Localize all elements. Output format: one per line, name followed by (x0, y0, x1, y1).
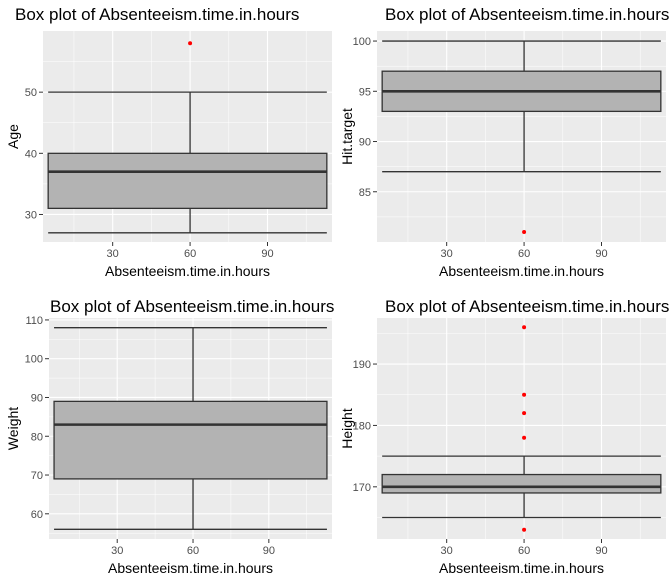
outlier-point (522, 435, 527, 440)
chart-title: Box plot of Absenteeism.time.in.hours (385, 5, 669, 24)
panel-background (377, 31, 666, 242)
box-iqr (47, 152, 328, 210)
box-iqr (381, 473, 662, 494)
x-tick-label: 30 (111, 545, 123, 557)
x-tick-label: 30 (441, 248, 453, 260)
x-axis-title: Absenteeism.time.in.hours (105, 263, 270, 279)
x-tick-label: 30 (107, 248, 119, 260)
x-tick-label: 60 (184, 248, 196, 260)
x-tick-label: 90 (263, 545, 275, 557)
x-tick-label: 90 (595, 545, 607, 557)
y-tick-label: 40 (25, 148, 37, 160)
y-tick-label: 180 (353, 420, 371, 432)
x-tick-label: 90 (595, 248, 607, 260)
y-axis-title: Hit.target (339, 108, 355, 165)
outlier-point (522, 527, 527, 532)
outlier-point (522, 229, 527, 234)
y-axis-title: Weight (5, 407, 21, 450)
y-tick-label: 70 (31, 470, 43, 482)
y-tick-label: 50 (25, 87, 37, 99)
y-tick-label: 170 (353, 482, 371, 494)
x-tick-label: 30 (441, 545, 453, 557)
outlier-point (522, 392, 527, 397)
y-tick-label: 90 (31, 392, 43, 404)
y-tick-label: 80 (31, 431, 43, 443)
y-tick-label: 110 (25, 315, 43, 327)
chart-title: Box plot of Absenteeism.time.in.hours (385, 297, 669, 316)
y-tick-label: 190 (353, 359, 371, 371)
y-tick-label: 95 (359, 86, 371, 98)
outlier-point (522, 325, 527, 330)
outlier-point (188, 41, 193, 46)
boxplot-panel-3: 30 60 90 60 70 80 90 100 110 Absenteeism.time.in.… (5, 297, 334, 576)
x-axis-title: Absenteeism.time.in.hours (439, 560, 604, 576)
y-tick-label: 100 (353, 36, 371, 48)
x-tick-label: 60 (518, 545, 530, 557)
x-axis-title: Absenteeism.time.in.hours (108, 560, 273, 576)
outlier-point (522, 411, 527, 416)
boxplot-panel-4: 30 60 90 170 180 190 Absenteeism.time.in.hours… (339, 297, 669, 576)
y-axis-title: Height (339, 408, 355, 449)
y-tick-label: 30 (25, 209, 37, 221)
x-tick-label: 60 (518, 248, 530, 260)
boxplot-panel-1: 30 60 90 30 40 50 Absenteeism.time.in.hours Age… (5, 5, 332, 279)
x-tick-label: 60 (187, 545, 199, 557)
chart-title: Box plot of Absenteeism.time.in.hours (50, 297, 334, 316)
x-tick-label: 90 (261, 248, 273, 260)
y-axis-title: Age (5, 124, 21, 149)
y-tick-label: 60 (31, 509, 43, 521)
y-tick-label: 85 (359, 187, 371, 199)
x-axis-title: Absenteeism.time.in.hours (439, 263, 604, 279)
y-tick-label: 100 (25, 354, 43, 366)
panel-background (377, 318, 666, 539)
boxplot-panel-2: 30 60 90 85 90 95 100 Absenteeism.time.in.hours… (339, 5, 669, 279)
box-iqr (53, 400, 328, 480)
y-tick-label: 90 (359, 137, 371, 149)
panel-background (43, 31, 332, 242)
chart-title: Box plot of Absenteeism.time.in.hours (15, 5, 299, 24)
